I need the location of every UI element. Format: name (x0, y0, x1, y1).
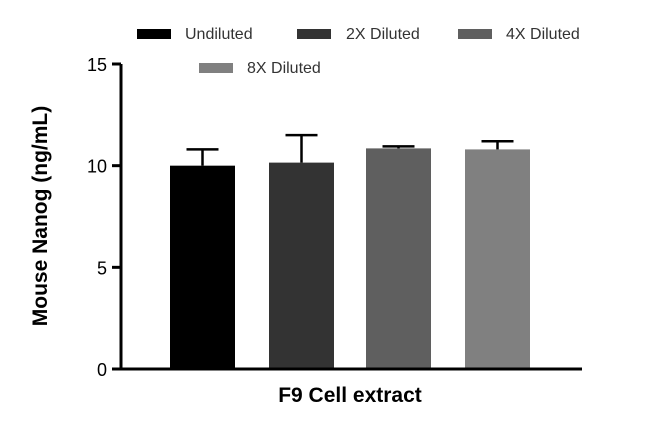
bars (170, 148, 530, 369)
bar (366, 148, 431, 369)
y-tick-label: 15 (87, 55, 107, 75)
bar (269, 162, 334, 369)
error-bars (186, 133, 514, 166)
legend-swatch (199, 63, 233, 73)
legend-label: 8X Diluted (247, 60, 321, 77)
y-tick-label: 5 (97, 258, 107, 278)
bar (465, 149, 530, 369)
legend-label: Undiluted (185, 26, 253, 43)
legend-swatch (458, 29, 492, 39)
axes: 0 5 10 15 (87, 55, 582, 380)
legend-swatch (297, 29, 331, 39)
legend-swatch (137, 29, 171, 39)
y-tick-label: 0 (97, 360, 107, 380)
x-axis-title: F9 Cell extract (278, 384, 422, 407)
bar (170, 165, 235, 369)
legend: Undiluted 2X Diluted 4X Diluted 8X Diluted (137, 26, 580, 77)
legend-label: 2X Diluted (346, 26, 420, 43)
y-axis-title: Mouse Nanog (ng/mL) (29, 106, 52, 326)
legend-label: 4X Diluted (506, 26, 580, 43)
y-tick-label: 10 (87, 157, 107, 177)
